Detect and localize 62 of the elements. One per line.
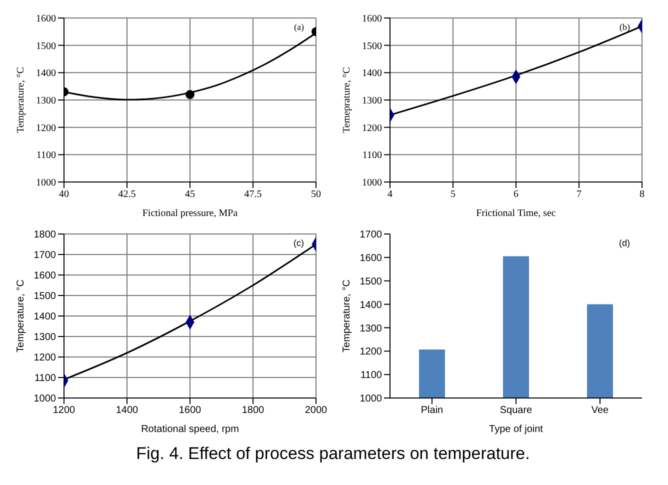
x-tick-label: 5 — [450, 189, 456, 200]
y-tick-label: 1000 — [34, 394, 56, 405]
y-tick-label: 1000 — [36, 178, 56, 189]
y-tick-label: 1000 — [360, 394, 382, 405]
y-tick-label: 1300 — [360, 323, 382, 334]
y-tick-label: 1300 — [36, 96, 56, 107]
x-axis-title: Fictional pressure, MPa — [142, 208, 238, 219]
y-tick-label: 1500 — [362, 40, 382, 52]
annotation: (b) — [620, 22, 630, 32]
y-tick-label: 1200 — [36, 122, 56, 134]
y-tick-label: 1200 — [362, 122, 382, 134]
x-tick-label: Square — [500, 405, 533, 416]
x-axis-title: Frictional Time, sec — [476, 208, 556, 219]
x-tick-label: 7 — [576, 189, 582, 200]
y-tick-label: 1700 — [360, 230, 382, 241]
x-tick-label: 50 — [311, 189, 321, 200]
y-tick-label: 1400 — [360, 300, 382, 311]
y-tick-label: 1300 — [362, 96, 382, 107]
y-tick-label: 1700 — [34, 250, 56, 262]
x-tick-label: 42.5 — [118, 189, 136, 200]
y-axis-title: Temperature, °C — [342, 280, 353, 352]
x-axis-title: Type of joint — [489, 424, 544, 435]
x-tick-label: 40 — [59, 189, 69, 200]
y-tick-label: 1500 — [34, 291, 56, 302]
x-tick-label: 8 — [640, 189, 644, 200]
annotation: (d) — [619, 238, 630, 248]
y-tick-label: 1800 — [34, 230, 56, 241]
y-tick-label: 1100 — [360, 370, 382, 382]
y-tick-label: 1400 — [362, 68, 382, 80]
y-tick-label: 1200 — [34, 352, 56, 364]
caption: Fig. 4. Effect of process parameters on temperature. — [135, 444, 531, 464]
y-tick-label: 1000 — [362, 178, 382, 189]
y-tick-label: 1600 — [36, 14, 56, 25]
x-tick-label: 1200 — [52, 405, 76, 416]
y-tick-label: 1600 — [362, 14, 382, 25]
x-tick-label: 1600 — [178, 405, 202, 416]
y-tick-label: 1500 — [360, 276, 382, 288]
y-tick-label: 1100 — [34, 373, 56, 384]
y-tick-label: 1300 — [34, 332, 56, 344]
y-tick-label: 1600 — [360, 252, 382, 264]
x-tick-label: 1400 — [116, 405, 139, 416]
annotation: (a) — [294, 22, 304, 32]
y-tick-label: 1500 — [36, 40, 56, 52]
x-tick-label: Plain — [420, 405, 444, 416]
y-axis-title: Temeprature, °C — [342, 66, 353, 134]
x-tick-label: 47.5 — [244, 189, 262, 200]
y-tick-label: 1400 — [34, 312, 56, 323]
y-axis-title: Temperature, °C — [16, 66, 27, 134]
y-tick-label: 1200 — [360, 346, 382, 358]
x-tick-label: 45 — [185, 189, 195, 200]
x-tick-label: 2000 — [304, 405, 328, 416]
annotation: (c) — [294, 238, 304, 248]
y-tick-label: 1600 — [34, 270, 56, 282]
y-tick-label: 1400 — [36, 68, 56, 80]
x-tick-label: Vee — [591, 405, 610, 416]
x-tick-label: 1800 — [242, 405, 265, 416]
x-tick-label: 6 — [514, 189, 518, 200]
x-axis-title: Rotational speed, rpm — [141, 424, 239, 435]
y-tick-label: 1100 — [36, 150, 56, 162]
y-axis-title: Temperature, °C — [16, 280, 27, 352]
y-tick-label: 1100 — [362, 150, 382, 162]
x-tick-label: 4 — [388, 189, 392, 200]
